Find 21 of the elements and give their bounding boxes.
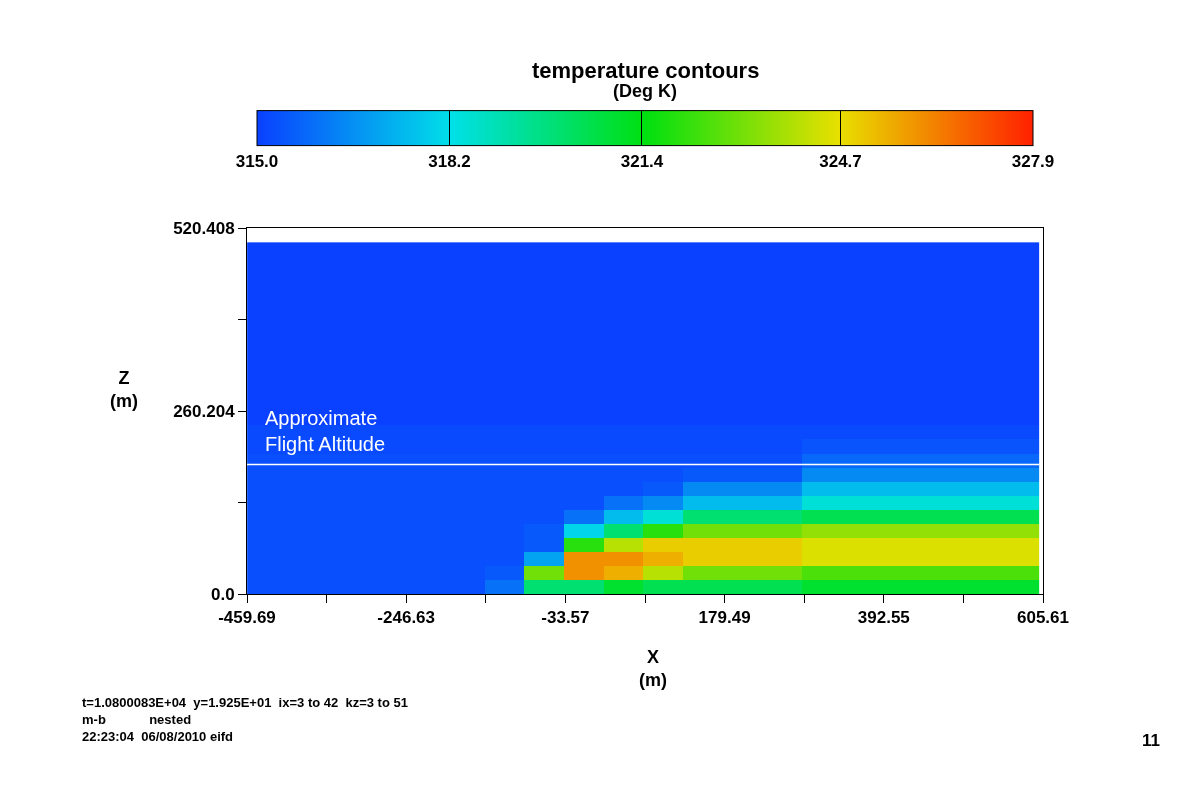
color-bar-label: 324.7 — [819, 152, 862, 171]
color-bar-label: 321.4 — [620, 152, 664, 171]
ref-line-label: Approximate Flight Altitude — [265, 407, 386, 455]
y-axis-title: Z (m) — [110, 368, 138, 412]
x-tick-label: 605.61 — [1017, 608, 1069, 628]
x-tick-label: -246.63 — [377, 608, 436, 628]
x-tick-label: 179.49 — [698, 608, 751, 628]
color-bar-title: (Deg K) — [613, 81, 677, 102]
y-tick-label: 520.408 — [173, 218, 235, 238]
chart-title: temperature contours — [532, 58, 760, 83]
y-tick-label: 260.204 — [173, 401, 236, 421]
x-tick-label: 392.55 — [857, 608, 910, 628]
y-tick-label: 0.0 — [210, 584, 235, 604]
x-tick-label: -33.57 — [541, 608, 590, 628]
text: 11 — [1142, 731, 1160, 750]
x-tick-label: -459.69 — [218, 608, 276, 628]
color-bar-label: 318.2 — [428, 152, 471, 171]
color-bar-label: 327.9 — [1011, 152, 1055, 171]
x-axis-title: X (m) — [639, 647, 667, 691]
color-bar-label: 315.0 — [235, 152, 279, 171]
text: t=1.0800083E+04 y=1.925E+01 ix=3 to 42 kz=3 to 51 m-b nested 22:23:04 06/08/2010 eifd — [82, 695, 408, 744]
